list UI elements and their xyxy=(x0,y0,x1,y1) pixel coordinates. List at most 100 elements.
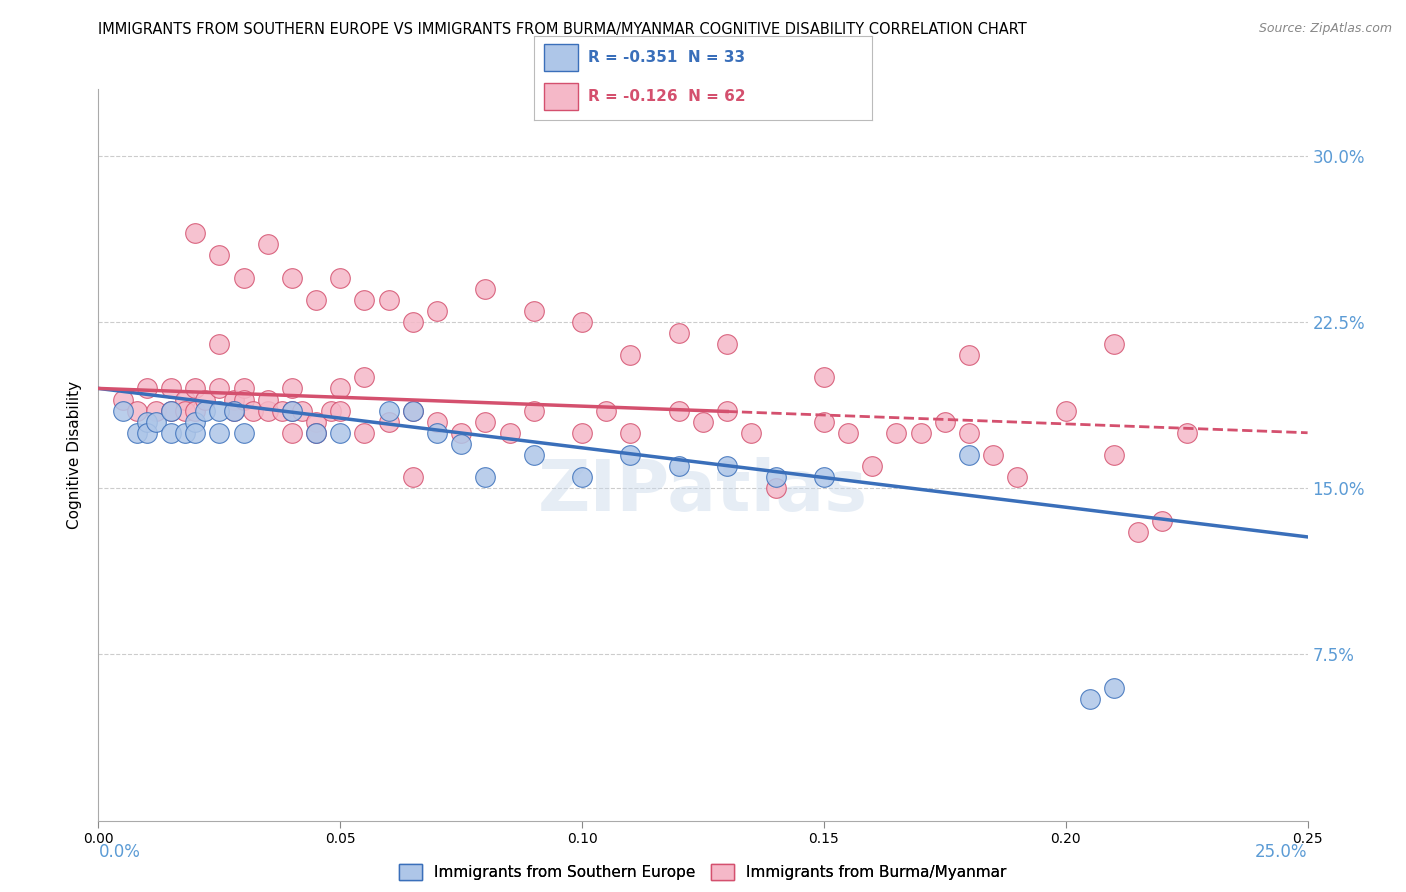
Legend: Immigrants from Southern Europe, Immigrants from Burma/Myanmar: Immigrants from Southern Europe, Immigra… xyxy=(394,858,1012,886)
Point xyxy=(353,370,375,384)
Point xyxy=(813,370,835,384)
Bar xyxy=(544,44,578,71)
Point xyxy=(353,425,375,440)
Point xyxy=(160,381,183,395)
Point xyxy=(668,403,690,417)
Point xyxy=(305,293,328,307)
Point xyxy=(232,425,254,440)
Point xyxy=(208,425,231,440)
Point xyxy=(111,392,134,407)
Point xyxy=(957,425,980,440)
Point xyxy=(281,425,304,440)
Point xyxy=(256,237,278,252)
Point xyxy=(319,403,342,417)
Point xyxy=(222,403,245,417)
Point xyxy=(450,425,472,440)
Point xyxy=(426,415,449,429)
Point xyxy=(281,381,304,395)
Point xyxy=(1128,525,1150,540)
Point xyxy=(934,415,956,429)
Point xyxy=(184,415,207,429)
Point xyxy=(498,425,520,440)
Point xyxy=(1102,337,1125,351)
Point xyxy=(305,425,328,440)
Point xyxy=(377,415,399,429)
Point xyxy=(305,425,328,440)
Text: IMMIGRANTS FROM SOUTHERN EUROPE VS IMMIGRANTS FROM BURMA/MYANMAR COGNITIVE DISAB: IMMIGRANTS FROM SOUTHERN EUROPE VS IMMIG… xyxy=(98,22,1028,37)
Point xyxy=(716,458,738,473)
Point xyxy=(692,415,714,429)
Point xyxy=(523,403,546,417)
Point xyxy=(1007,470,1029,484)
Point xyxy=(208,248,231,262)
Point xyxy=(127,403,149,417)
Point xyxy=(668,326,690,340)
Point xyxy=(184,381,207,395)
Text: 0.0%: 0.0% xyxy=(98,843,141,861)
Point xyxy=(1054,403,1077,417)
Point xyxy=(232,270,254,285)
Point xyxy=(860,458,883,473)
Point xyxy=(1078,691,1101,706)
Point xyxy=(174,392,197,407)
Point xyxy=(765,481,787,495)
Point xyxy=(765,470,787,484)
Point xyxy=(1152,515,1174,529)
Point xyxy=(910,425,932,440)
Point xyxy=(595,403,617,417)
Point xyxy=(329,270,352,285)
Text: Source: ZipAtlas.com: Source: ZipAtlas.com xyxy=(1258,22,1392,36)
Point xyxy=(402,470,425,484)
Point xyxy=(208,381,231,395)
Point xyxy=(329,403,352,417)
Point xyxy=(377,403,399,417)
Point xyxy=(886,425,908,440)
Point xyxy=(208,403,231,417)
Text: ZIPatlas: ZIPatlas xyxy=(538,457,868,526)
Point xyxy=(619,448,641,462)
Point xyxy=(232,392,254,407)
Point xyxy=(474,415,496,429)
Point xyxy=(256,403,278,417)
Point xyxy=(160,403,183,417)
Bar xyxy=(544,83,578,111)
Point xyxy=(426,303,449,318)
Point xyxy=(184,403,207,417)
Point xyxy=(426,425,449,440)
Point xyxy=(222,392,245,407)
Point xyxy=(523,303,546,318)
Point xyxy=(145,415,167,429)
Point xyxy=(474,282,496,296)
Point xyxy=(174,425,197,440)
Point xyxy=(957,448,980,462)
Point xyxy=(305,415,328,429)
Point xyxy=(523,448,546,462)
Text: R = -0.351  N = 33: R = -0.351 N = 33 xyxy=(588,50,745,65)
Point xyxy=(740,425,762,440)
Point xyxy=(232,381,254,395)
Point xyxy=(571,315,593,329)
Point xyxy=(716,337,738,351)
Point xyxy=(194,403,217,417)
Point xyxy=(145,403,167,417)
Point xyxy=(271,403,294,417)
Y-axis label: Cognitive Disability: Cognitive Disability xyxy=(67,381,83,529)
Point xyxy=(474,470,496,484)
Point xyxy=(135,381,157,395)
Point xyxy=(1102,448,1125,462)
Point xyxy=(402,403,425,417)
Text: R = -0.126  N = 62: R = -0.126 N = 62 xyxy=(588,89,747,104)
Point xyxy=(135,415,157,429)
Point xyxy=(813,470,835,484)
Point xyxy=(256,392,278,407)
Point xyxy=(668,458,690,473)
Point xyxy=(242,403,264,417)
Point xyxy=(127,425,149,440)
Point xyxy=(450,437,472,451)
Point xyxy=(174,403,197,417)
Point xyxy=(135,425,157,440)
Point xyxy=(1102,681,1125,695)
Point xyxy=(619,425,641,440)
Point xyxy=(1175,425,1198,440)
Point xyxy=(329,381,352,395)
